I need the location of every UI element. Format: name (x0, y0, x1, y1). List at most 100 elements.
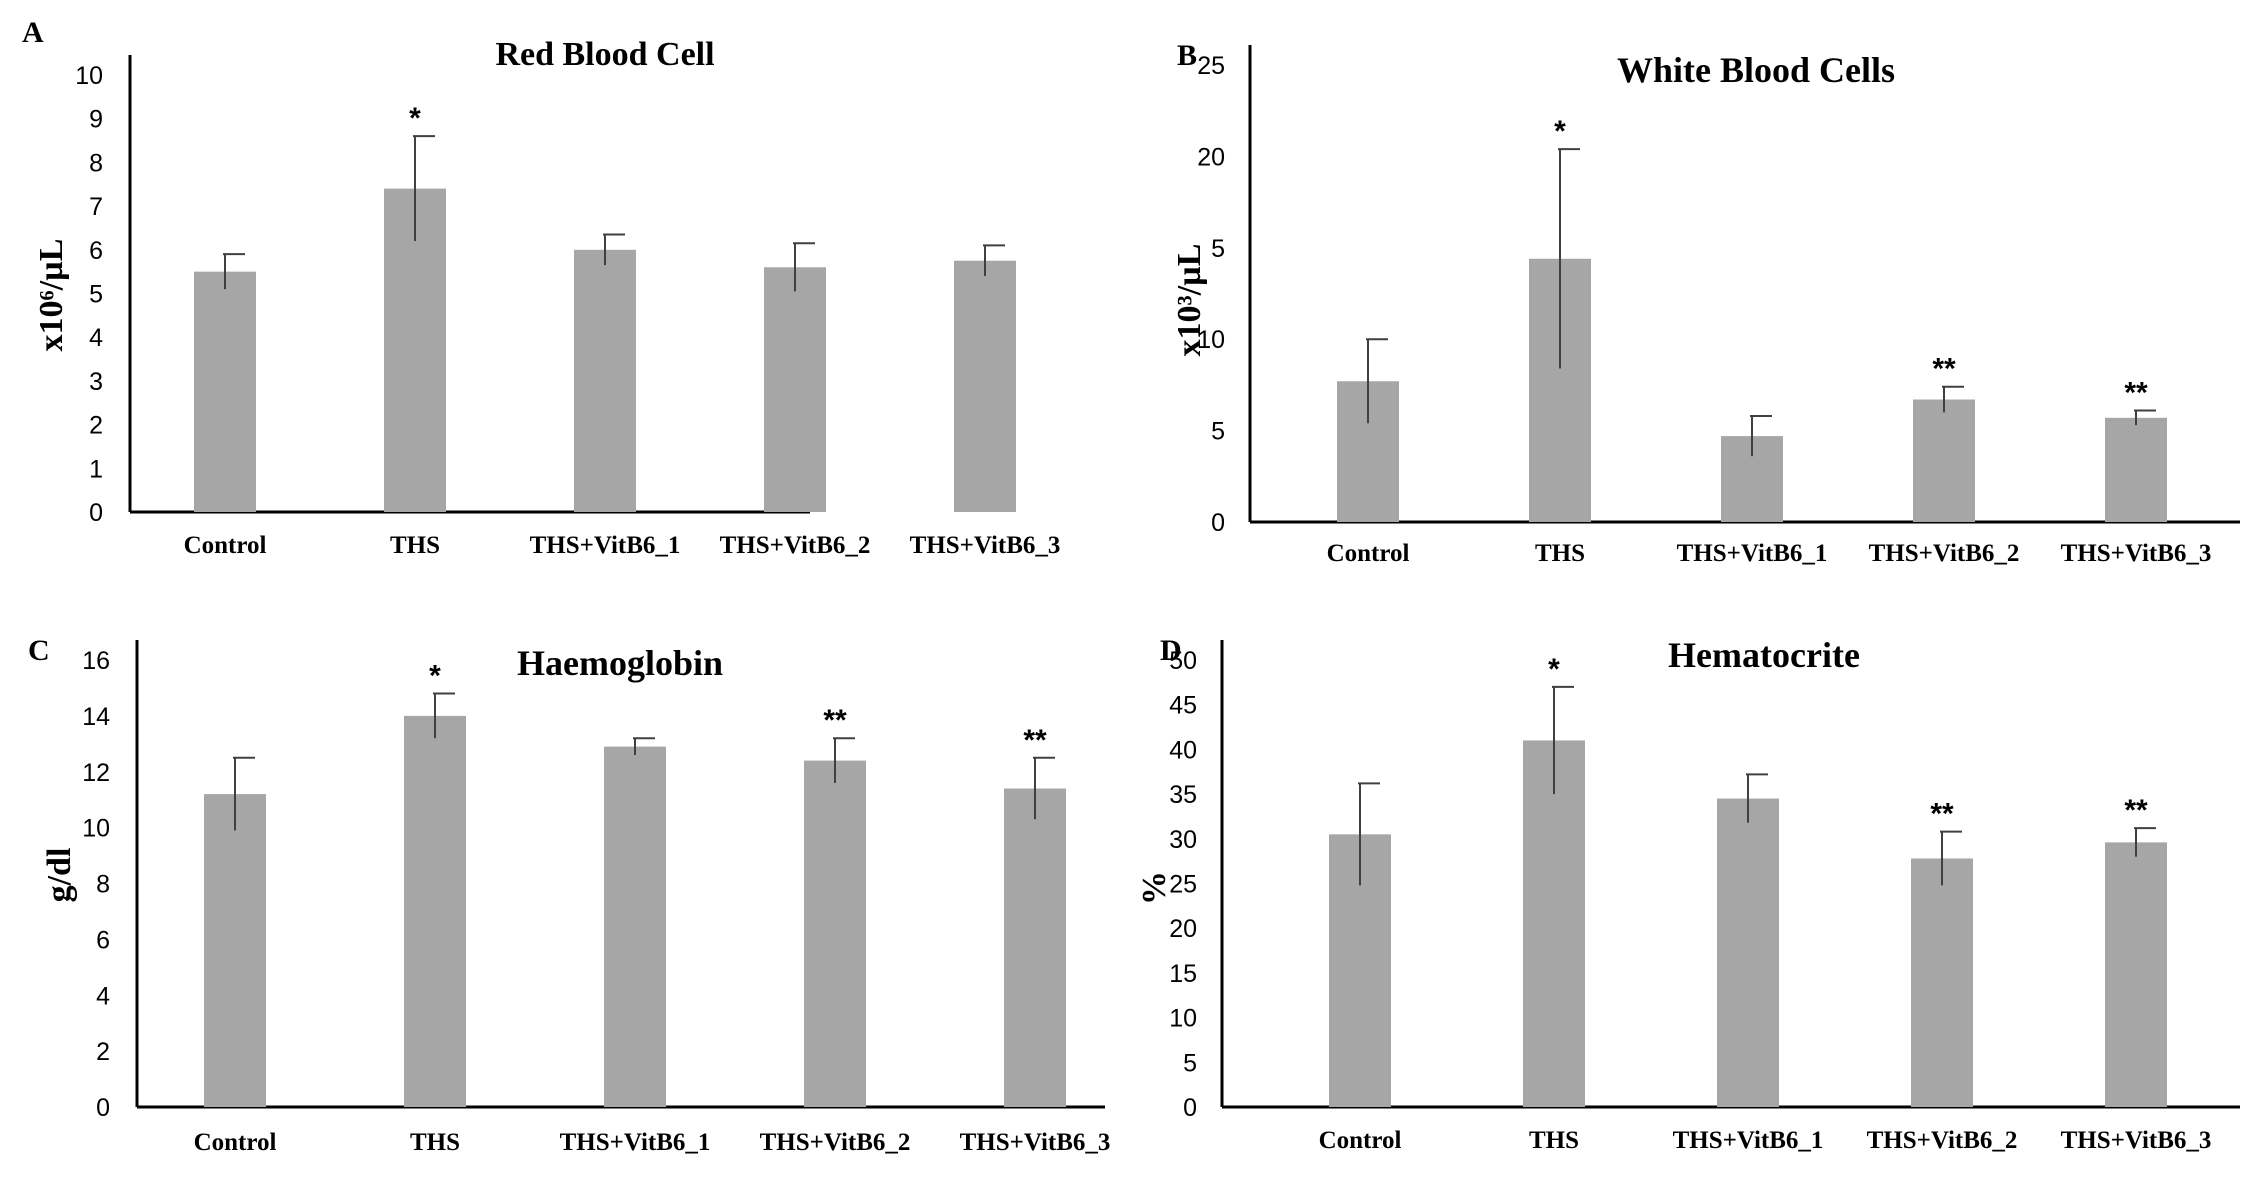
significance-marker: * (1554, 115, 1566, 148)
y-tick-label: 0 (89, 499, 103, 527)
y-tick-label: 4 (96, 982, 110, 1010)
category-label: THS (1535, 540, 1585, 567)
bar-control (204, 794, 266, 1107)
category-label: Control (194, 1129, 277, 1156)
bar-ths (404, 715, 466, 1107)
category-label: THS+VitB6_3 (2061, 540, 2212, 567)
bar-ths-vitb6-3 (954, 260, 1016, 512)
y-tick-label: 10 (75, 62, 103, 90)
y-tick-label: 25 (1169, 871, 1197, 899)
significance-marker: ** (2124, 794, 2148, 827)
bar-control (194, 271, 256, 512)
y-axis-label: x10⁶/µL (33, 239, 70, 352)
y-tick-label: 5 (1211, 235, 1225, 263)
category-label: THS (390, 532, 440, 559)
y-tick-label: 35 (1169, 781, 1197, 809)
category-label: THS+VitB6_2 (760, 1129, 911, 1156)
y-tick-label: 5 (89, 281, 103, 309)
y-axis-label: % (1136, 871, 1173, 905)
significance-marker: ** (1023, 724, 1047, 757)
panel-b: B White Blood Cells x10³/µL 0 5 10 5 20 25 Contro… (1171, 39, 2240, 567)
bar-ths (1523, 740, 1585, 1107)
category-label: THS+VitB6_2 (720, 532, 871, 559)
bar-ths-vitb6-3 (2105, 842, 2167, 1107)
y-axis-label: x10³/µL (1171, 244, 1208, 357)
panel-letter: B (1177, 39, 1197, 72)
category-label: THS+VitB6_3 (960, 1129, 1111, 1156)
category-label: Control (1319, 1127, 1402, 1154)
y-tick-label: 6 (89, 237, 103, 265)
panel-d: D Hematocrite% 0 5 10 15 20 25 30 35 40 45 50 Control… (1136, 634, 2240, 1154)
category-label: THS+VitB6_1 (560, 1129, 711, 1156)
category-label: THS+VitB6_3 (2061, 1127, 2212, 1154)
significance-marker: * (409, 102, 421, 135)
panel-a: A Red Blood Cell x10⁶/µL 0 1 2 3 4 5 6 7 8 9 10 Contro… (22, 16, 1060, 559)
category-label: Control (184, 532, 267, 559)
bar-ths-vitb6-2 (1911, 858, 1973, 1107)
y-tick-label: 8 (96, 871, 110, 899)
y-tick-label: 50 (1169, 647, 1197, 675)
y-tick-label: 7 (89, 193, 103, 221)
y-tick-label: 2 (89, 412, 103, 440)
chart-title: Hematocrite (1668, 635, 1860, 675)
panel-letter: D (1160, 634, 1182, 667)
panel-c: C Haemoglobin g/dl 0 2 4 6 8 10 12 14 16 Control * THS… (28, 634, 1110, 1156)
category-label: THS+VitB6_2 (1869, 540, 2020, 567)
bar-ths (384, 188, 446, 512)
significance-marker: * (1548, 653, 1560, 686)
y-tick-label: 10 (1197, 326, 1225, 354)
bar-ths-vitb6-2 (804, 760, 866, 1107)
y-tick-label: 1 (89, 455, 103, 483)
bar-ths-vitb6-1 (1717, 798, 1779, 1107)
y-tick-label: 20 (1197, 143, 1225, 171)
bar-ths-vitb6-2 (764, 267, 826, 512)
significance-marker: * (429, 660, 441, 693)
y-tick-label: 8 (89, 149, 103, 177)
y-tick-label: 14 (82, 703, 110, 731)
significance-marker: ** (2124, 376, 2148, 409)
y-tick-label: 15 (1169, 960, 1197, 988)
y-tick-label: 5 (1183, 1049, 1197, 1077)
category-label: THS+VitB6_2 (1867, 1127, 2018, 1154)
y-tick-label: 3 (89, 368, 103, 396)
category-label: THS+VitB6_1 (530, 532, 681, 559)
y-tick-label: 4 (89, 324, 103, 352)
panel-letter: A (22, 16, 44, 49)
chart-title: Haemoglobin (517, 643, 723, 683)
bar-ths-vitb6-1 (604, 746, 666, 1107)
y-tick-label: 10 (1169, 1005, 1197, 1033)
y-tick-label: 16 (82, 647, 110, 675)
y-tick-label: 5 (1211, 418, 1225, 446)
category-label: THS+VitB6_1 (1673, 1127, 1824, 1154)
chart-title: White Blood Cells (1617, 50, 1895, 90)
chart-title: Red Blood Cell (495, 36, 714, 73)
y-tick-label: 6 (96, 926, 110, 954)
y-tick-label: 10 (82, 815, 110, 843)
panel-letter: C (28, 634, 50, 667)
significance-marker: ** (1930, 798, 1954, 831)
y-tick-label: 45 (1169, 692, 1197, 720)
category-label: THS (1529, 1127, 1579, 1154)
y-tick-label: 9 (89, 106, 103, 134)
category-label: THS+VitB6_3 (910, 532, 1061, 559)
y-axis-label: g/dl (41, 848, 78, 903)
significance-marker: ** (1932, 353, 1956, 386)
y-tick-label: 25 (1197, 52, 1225, 80)
bar-ths-vitb6-1 (574, 249, 636, 513)
y-tick-label: 0 (1211, 509, 1225, 537)
bar-ths-vitb6-3 (1004, 788, 1066, 1107)
y-tick-label: 2 (96, 1038, 110, 1066)
y-tick-label: 12 (82, 759, 110, 787)
y-tick-label: 0 (1183, 1094, 1197, 1122)
category-label: Control (1327, 540, 1410, 567)
significance-marker: ** (823, 704, 847, 737)
y-tick-label: 30 (1169, 826, 1197, 854)
bar-ths-vitb6-2 (1913, 399, 1975, 522)
y-tick-label: 0 (96, 1094, 110, 1122)
y-tick-label: 20 (1169, 915, 1197, 943)
y-tick-label: 40 (1169, 736, 1197, 764)
category-label: THS+VitB6_1 (1677, 540, 1828, 567)
bar-ths-vitb6-3 (2105, 417, 2167, 522)
category-label: THS (410, 1129, 460, 1156)
